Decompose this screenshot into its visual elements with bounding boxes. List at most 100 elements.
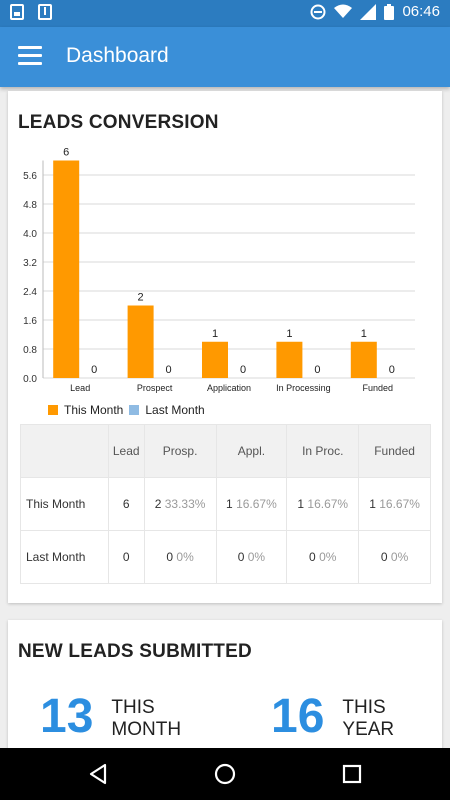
cell-value: 0 [309,550,316,564]
do-not-disturb-icon [310,4,326,19]
cell-percent: 0% [176,550,194,564]
back-icon[interactable] [86,762,110,786]
cell-value: 1 [369,497,376,511]
cell-value: 2 [154,497,162,511]
row-label: This Month [20,477,109,531]
status-bar: 06:46 [0,0,450,27]
cell-value: 1 [297,497,305,511]
table-cell: 0 0% [215,530,288,584]
cell-value: 0 [380,550,388,564]
cell-percent: 0% [390,550,409,564]
table-cell: 0 0% [143,530,217,584]
this-year-label-line1: THIS [342,697,386,718]
leads-conversion-card: LEADS CONVERSION 0.0 0.8 1.6 2.4 3.2 4.0 4.8 5.… [8,91,442,603]
y-tick-label: 1.6 [23,316,37,327]
data-label: 1 [212,328,218,340]
table-header: Lead [107,424,145,478]
table-cell: 1 16.67% [358,477,431,531]
this-year-stat: 16 THIS YEAR [271,685,394,741]
y-tick-label: 4.0 [23,229,37,240]
hamburger-icon[interactable] [18,46,42,68]
conversion-table: Lead Prosp. Appl. In Proc. Funded This M… [20,424,431,584]
leads-conversion-title: LEADS CONVERSION [18,112,219,133]
bar-this-month [202,341,228,378]
y-tick-label: 4.8 [23,200,37,211]
table-cell: 6 [107,477,145,531]
data-label: 0 [389,364,395,376]
table-row: This Month 6 2 33.33% 1 16.67% 1 16.67% … [20,477,431,531]
download-icon [38,4,52,20]
y-tick-label: 0.0 [23,374,37,385]
cell-percent: 0% [247,550,266,564]
new-leads-card: NEW LEADS SUBMITTED 13 THIS MONTH 16 THI… [8,620,442,760]
new-leads-title: NEW LEADS SUBMITTED [18,641,252,662]
this-year-label-line2: YEAR [342,719,395,740]
x-tick-label: Lead [70,383,90,393]
table-cell: 0 0% [286,530,360,584]
data-label: 0 [240,364,246,376]
this-year-label: THIS YEAR [342,697,394,741]
system-nav-bar [0,748,450,800]
x-tick-label: Application [207,383,251,393]
cell-value: 0 [166,550,174,564]
table-cell: 0 [107,530,145,584]
cell-percent: 0% [319,550,337,564]
bar-this-month [53,160,80,378]
image-icon [10,4,24,20]
table-cell: 1 16.67% [286,477,360,531]
page-title: Dashboard [66,44,169,67]
y-tick-label: 5.6 [23,171,37,182]
table-cell: 2 33.33% [143,477,217,531]
home-icon[interactable] [213,762,237,786]
table-header: In Proc. [286,424,360,478]
cell-value: 6 [122,497,130,511]
app-bar: Dashboard [0,27,450,87]
legend-swatch-last-month [129,405,140,415]
y-tick-label: 2.4 [23,287,37,298]
this-month-stat: 13 THIS MONTH [40,685,181,741]
row-label: Last Month [20,530,109,584]
data-label: 0 [91,364,97,376]
data-label: 0 [166,364,172,376]
y-tick-label: 0.8 [23,345,37,356]
x-tick-label: In Processing [276,383,331,393]
cell-value: 1 [226,497,233,511]
bar-this-month [276,341,303,378]
bar-this-month [350,341,377,378]
data-label: 1 [361,328,367,340]
table-cell: 1 16.67% [215,477,288,531]
this-month-count: 13 [40,690,94,743]
signal-icon [360,3,377,20]
legend-label-this-month: This Month [64,403,124,417]
cell-percent: 16.67% [236,497,277,511]
this-year-count: 16 [271,690,325,743]
table-header: Appl. [215,424,288,478]
cell-value: 0 [237,550,245,564]
status-time: 06:46 [402,3,440,20]
data-label: 0 [314,364,320,376]
table-header-row: Lead Prosp. Appl. In Proc. Funded [20,424,431,478]
bar-this-month [127,305,154,378]
leads-conversion-chart: 0.00.81.62.43.24.04.85.660Lead20Prospect… [23,147,415,393]
table-cell: 0 0% [358,530,431,584]
table-header: Prosp. [143,424,217,478]
legend-swatch-this-month [48,405,58,415]
table-header [20,424,109,478]
data-label: 6 [63,147,69,159]
cell-value: 0 [122,550,130,564]
battery-icon [384,3,395,20]
y-tick-label: 3.2 [23,258,37,269]
legend-label-last-month: Last Month [145,403,205,417]
cell-percent: 16.67% [307,497,349,511]
data-label: 2 [138,292,144,304]
this-month-label-line2: MONTH [111,719,182,740]
chart-legend: This Month Last Month [48,403,211,417]
wifi-icon [334,4,353,18]
data-label: 1 [286,328,292,340]
recents-icon[interactable] [340,762,364,786]
cell-percent: 16.67% [379,497,420,511]
x-tick-label: Funded [363,383,394,393]
this-month-label: THIS MONTH [111,697,181,741]
table-header: Funded [358,424,431,478]
x-tick-label: Prospect [137,383,173,393]
